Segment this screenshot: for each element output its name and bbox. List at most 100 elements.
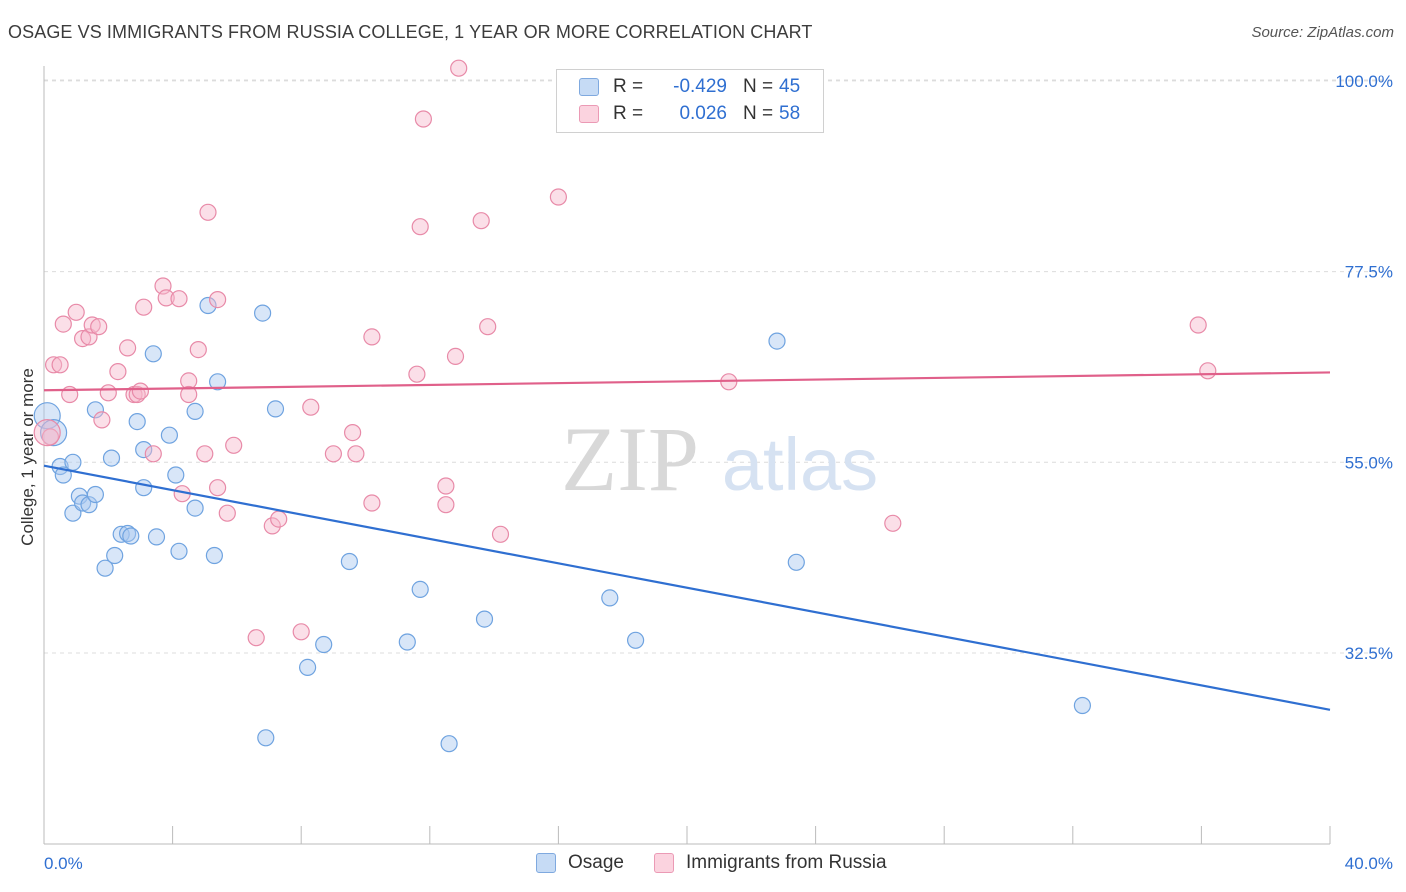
russia-point <box>209 479 227 497</box>
legend-swatch-osage <box>579 78 599 96</box>
osage-point <box>186 402 204 420</box>
legend-row-osage: R = -0.429 N = 45 <box>579 75 800 99</box>
russia-point <box>54 315 72 333</box>
russia-point <box>1199 362 1217 380</box>
x-tick-label: 40.0% <box>1345 854 1393 873</box>
legend-n-value: 45 <box>779 76 801 97</box>
osage-point <box>768 332 786 350</box>
osage-point <box>254 304 272 322</box>
axes <box>43 66 1331 845</box>
russia-point <box>437 496 455 514</box>
trend-lines <box>43 371 1331 711</box>
grid <box>44 79 1394 654</box>
russia-point <box>270 510 288 528</box>
russia-point <box>411 218 429 236</box>
russia-point <box>292 623 310 641</box>
russia-point <box>324 445 342 463</box>
russia-point <box>109 363 127 381</box>
russia-point <box>199 203 217 221</box>
legend-label-russia: Immigrants from Russia <box>685 852 887 873</box>
osage-point <box>135 441 153 459</box>
source-label: Source: ZipAtlas.com <box>1251 24 1394 41</box>
watermark-zip: ZIP <box>561 408 699 510</box>
osage-point <box>73 494 92 512</box>
russia-point <box>491 525 510 543</box>
russia-point <box>83 316 101 334</box>
y-tick-label: 55.0% <box>1345 453 1393 472</box>
legend-r-label: R = <box>613 103 644 124</box>
russia-point <box>170 290 188 308</box>
russia-point <box>347 445 365 463</box>
legend-swatch-russia <box>653 853 674 873</box>
osage-point <box>167 466 185 484</box>
osage-trend-line <box>43 464 1331 711</box>
osage-point <box>118 524 137 543</box>
russia-point <box>549 188 568 206</box>
osage-point <box>209 373 227 391</box>
russia-point <box>218 504 236 522</box>
osage-point <box>601 589 619 607</box>
osage-point <box>39 419 68 447</box>
osage-point <box>106 546 124 565</box>
legend-n-value: 58 <box>779 103 801 124</box>
correlation-legend: R = -0.429 N = 45 R = 0.026 N = 58 <box>556 69 824 133</box>
osage-point <box>147 528 166 546</box>
osage-point <box>102 449 121 467</box>
russia-point <box>73 330 92 348</box>
y-tick-label: 100.0% <box>1335 72 1393 91</box>
chart-title: OSAGE VS IMMIGRANTS FROM RUSSIA COLLEGE,… <box>8 22 813 42</box>
osage-point <box>475 610 494 628</box>
osage-point <box>86 485 105 504</box>
osage-point <box>160 426 178 444</box>
russia-point <box>209 291 227 309</box>
osage-point <box>205 546 223 565</box>
russia-point <box>408 365 426 383</box>
data-points <box>33 59 1217 753</box>
legend-n-label: N = <box>743 76 774 97</box>
russia-point <box>135 298 153 316</box>
russia-point <box>93 411 111 429</box>
osage-point <box>257 729 275 747</box>
russia-point <box>196 445 214 463</box>
osage-point <box>33 402 61 430</box>
osage-point <box>440 735 458 753</box>
tick-labels: 32.5% 55.0% 77.5% 100.0% 0.0% 40.0% <box>44 72 1393 873</box>
russia-point <box>67 303 85 321</box>
legend-item-osage[interactable]: Osage <box>536 852 624 874</box>
watermark-atlas: atlas <box>722 423 878 506</box>
legend-n-label: N = <box>743 103 774 124</box>
russia-point <box>90 318 108 336</box>
russia-point <box>180 385 198 404</box>
osage-point <box>199 296 217 315</box>
russia-point <box>131 382 149 400</box>
russia-point <box>414 110 432 128</box>
y-axis-label: College, 1 year or more <box>18 368 37 546</box>
osage-point <box>86 401 105 419</box>
y-tick-label: 77.5% <box>1345 263 1393 282</box>
legend-swatch-osage <box>536 853 556 873</box>
x-tick-label: 0.0% <box>44 854 83 873</box>
russia-point <box>44 356 63 374</box>
russia-point <box>450 59 468 77</box>
legend-item-russia[interactable]: Immigrants from Russia <box>653 852 887 874</box>
osage-point <box>315 635 333 654</box>
russia-point <box>33 419 61 447</box>
osage-point <box>144 345 162 363</box>
osage-point <box>96 559 114 577</box>
osage-point <box>170 542 188 560</box>
russia-point <box>363 494 381 512</box>
osage-point <box>1073 696 1092 715</box>
osage-point <box>299 658 317 677</box>
russia-point <box>157 289 175 307</box>
russia-point <box>225 436 243 454</box>
osage-point <box>122 527 140 545</box>
osage-point <box>787 553 805 571</box>
legend-r-label: R = <box>613 76 644 97</box>
russia-point <box>472 212 490 230</box>
osage-point <box>340 552 358 571</box>
osage-point <box>135 479 153 497</box>
russia-point <box>263 517 281 535</box>
russia-point <box>437 477 455 495</box>
russia-point <box>118 339 137 357</box>
legend-swatch-russia <box>579 105 599 123</box>
